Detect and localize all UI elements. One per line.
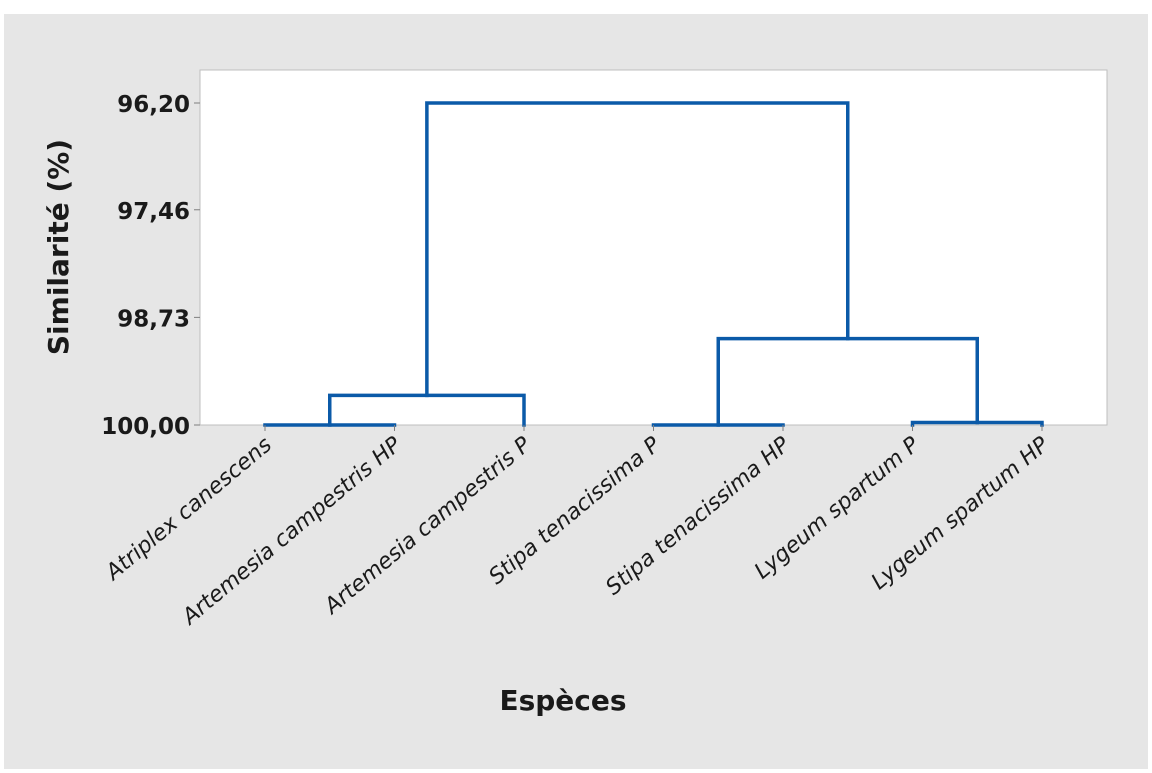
dendrogram-links xyxy=(263,101,1044,427)
y-axis: 96,20 97,46 98,73 100,00 xyxy=(101,92,200,440)
y-tick-label: 98,73 xyxy=(117,306,190,332)
x-axis-title: Espèces xyxy=(499,684,626,717)
y-axis-title: Similarité (%) xyxy=(42,139,75,355)
plot-area xyxy=(199,69,1108,426)
y-tick-label: 100,00 xyxy=(101,414,190,440)
dendrogram-link xyxy=(425,101,850,398)
y-tick-label: 96,20 xyxy=(117,92,190,118)
y-tick-label: 97,46 xyxy=(117,199,190,225)
